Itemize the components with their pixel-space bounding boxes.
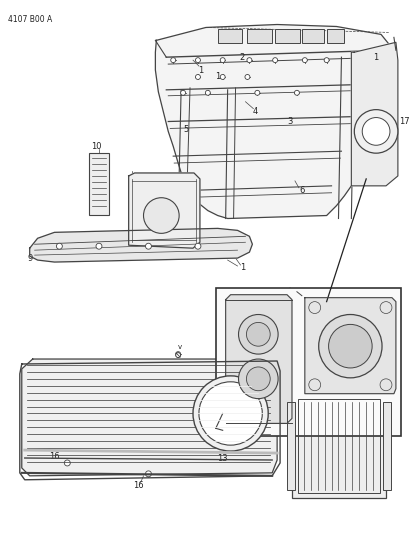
Text: 16: 16 — [49, 451, 60, 461]
Bar — [301, 29, 323, 43]
Circle shape — [324, 58, 328, 62]
Text: RECTANGULAR H/LAMP: RECTANGULAR H/LAMP — [267, 427, 347, 433]
Circle shape — [96, 243, 102, 249]
Circle shape — [379, 302, 391, 313]
Circle shape — [238, 314, 277, 354]
Text: 3: 3 — [287, 117, 292, 126]
Circle shape — [175, 352, 180, 357]
Circle shape — [272, 58, 277, 62]
Bar — [247, 29, 272, 43]
Bar — [297, 399, 379, 492]
Text: 1: 1 — [215, 72, 220, 82]
Circle shape — [353, 110, 397, 153]
Circle shape — [170, 58, 175, 62]
Bar — [215, 288, 400, 436]
Text: 9: 9 — [27, 254, 32, 263]
Circle shape — [205, 90, 210, 95]
Circle shape — [175, 353, 180, 358]
Text: 1: 1 — [373, 53, 378, 62]
Circle shape — [198, 382, 262, 445]
Text: 11: 11 — [321, 290, 331, 299]
Polygon shape — [304, 297, 395, 394]
Text: 4107 B00 A: 4107 B00 A — [8, 14, 52, 23]
Text: 12: 12 — [256, 290, 267, 299]
Text: v: v — [178, 344, 182, 350]
Polygon shape — [351, 42, 397, 186]
Bar — [286, 401, 294, 490]
Text: 1: 1 — [239, 263, 245, 272]
Circle shape — [193, 376, 267, 451]
Bar — [326, 29, 344, 43]
Circle shape — [318, 314, 381, 378]
Circle shape — [180, 90, 185, 95]
Circle shape — [379, 379, 391, 391]
Circle shape — [195, 58, 200, 62]
Circle shape — [301, 58, 307, 62]
Circle shape — [246, 367, 270, 391]
Circle shape — [143, 198, 179, 233]
Text: 10: 10 — [90, 142, 101, 151]
Text: 15: 15 — [276, 412, 287, 421]
Bar — [382, 401, 390, 490]
Circle shape — [308, 379, 320, 391]
Bar — [274, 29, 299, 43]
Circle shape — [64, 460, 70, 466]
Polygon shape — [22, 359, 276, 476]
Circle shape — [254, 90, 259, 95]
Polygon shape — [155, 25, 395, 219]
Text: 13: 13 — [217, 454, 227, 463]
Bar — [89, 153, 109, 215]
Polygon shape — [29, 229, 252, 262]
Circle shape — [145, 471, 151, 477]
Circle shape — [231, 304, 236, 309]
Text: 2: 2 — [239, 53, 245, 62]
Circle shape — [328, 325, 371, 368]
Text: 6: 6 — [299, 187, 304, 195]
Text: 17: 17 — [398, 117, 409, 126]
Circle shape — [246, 322, 270, 346]
Circle shape — [195, 75, 200, 79]
Text: 7: 7 — [195, 196, 200, 205]
Bar — [217, 29, 242, 43]
Circle shape — [220, 58, 225, 62]
Bar — [291, 394, 385, 498]
Text: 1: 1 — [294, 290, 299, 299]
Circle shape — [246, 58, 251, 62]
Circle shape — [305, 299, 310, 304]
Circle shape — [294, 90, 299, 95]
Circle shape — [238, 359, 277, 399]
Circle shape — [220, 75, 225, 79]
Polygon shape — [128, 173, 200, 248]
Circle shape — [244, 75, 249, 79]
Polygon shape — [225, 295, 291, 423]
Text: 4: 4 — [252, 107, 257, 116]
Text: SINGLE: SINGLE — [365, 310, 390, 316]
Circle shape — [145, 243, 151, 249]
Circle shape — [56, 243, 62, 249]
Text: 8: 8 — [129, 174, 134, 183]
Text: 14: 14 — [330, 384, 341, 393]
Text: 16: 16 — [133, 481, 144, 490]
Text: 5: 5 — [183, 125, 188, 134]
Circle shape — [285, 421, 291, 426]
Text: H/LAMP: H/LAMP — [364, 319, 390, 326]
Circle shape — [195, 243, 200, 249]
Circle shape — [308, 302, 320, 313]
Text: 1: 1 — [198, 66, 203, 75]
Circle shape — [362, 118, 389, 146]
